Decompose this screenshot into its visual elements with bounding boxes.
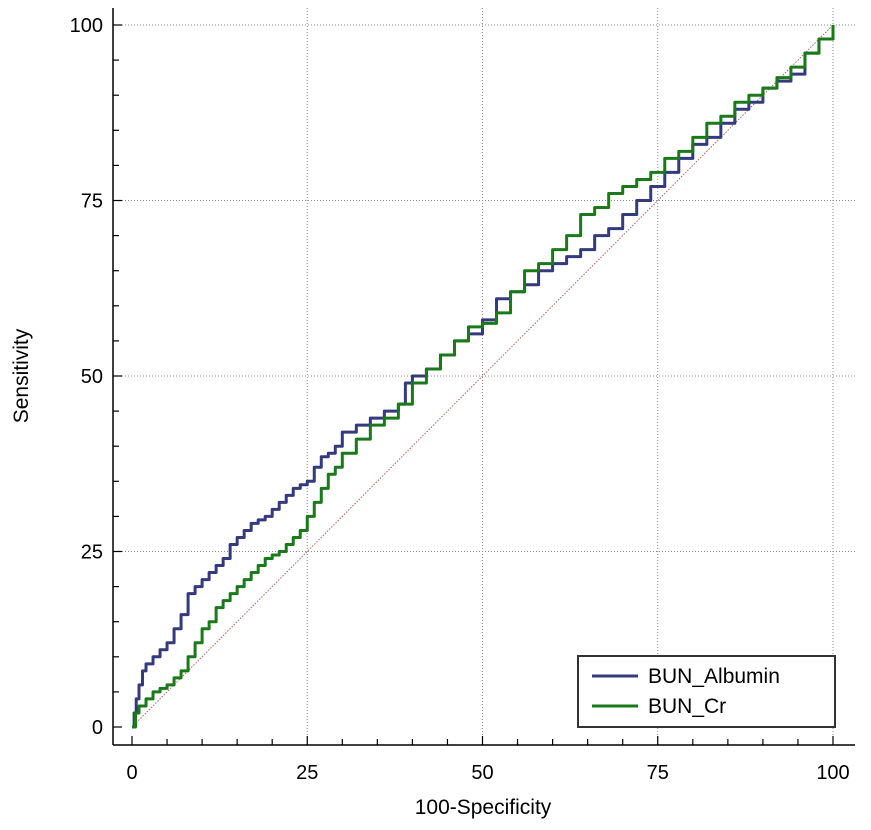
series-lines bbox=[132, 25, 835, 729]
y-tick-label-0: 0 bbox=[92, 717, 103, 739]
y-tick-labels: 0 25 50 75 100 bbox=[70, 15, 103, 739]
x-tick-label-2: 50 bbox=[471, 762, 493, 784]
x-tick-label-1: 25 bbox=[296, 762, 318, 784]
y-axis-title: Sensitivity bbox=[10, 328, 33, 423]
x-tick-label-4: 100 bbox=[816, 762, 849, 784]
y-tick-label-1: 25 bbox=[81, 542, 103, 564]
legend-label-bun-cr: BUN_Cr bbox=[648, 695, 726, 718]
y-tick-label-2: 50 bbox=[81, 366, 103, 388]
y-tick-label-3: 75 bbox=[81, 191, 103, 213]
x-tick-label-0: 0 bbox=[126, 762, 137, 784]
minor-ticks bbox=[113, 24, 834, 745]
axes bbox=[112, 8, 855, 746]
x-axis-title: 100-Specificity bbox=[415, 796, 552, 819]
reference-diagonal-line bbox=[131, 24, 834, 728]
y-tick-label-4: 100 bbox=[70, 15, 103, 37]
legend: BUN_Albumin BUN_Cr bbox=[577, 655, 836, 728]
x-tick-label-3: 75 bbox=[647, 762, 669, 784]
grid-lines bbox=[113, 8, 855, 745]
legend-box bbox=[577, 655, 836, 728]
series-line-bun-cr bbox=[132, 25, 835, 729]
x-tick-labels: 0 25 50 75 100 bbox=[126, 762, 849, 784]
legend-label-bun-albumin: BUN_Albumin bbox=[648, 665, 780, 688]
